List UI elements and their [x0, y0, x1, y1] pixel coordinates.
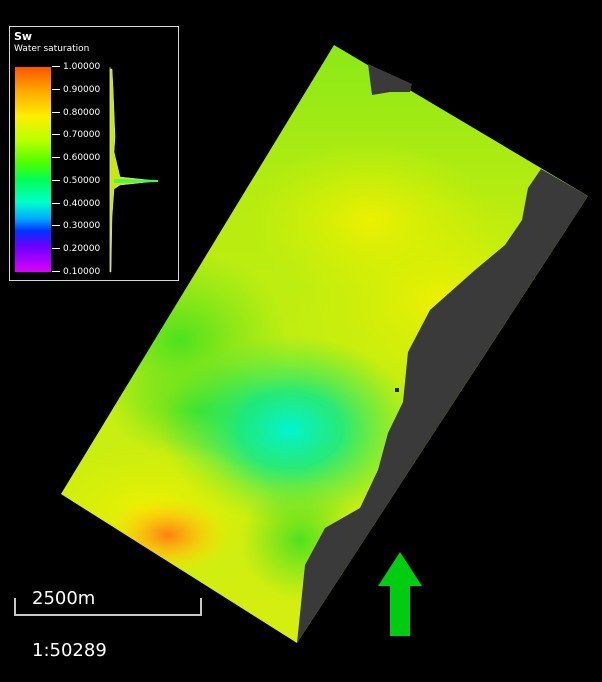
data-gap: [395, 388, 399, 392]
legend-tick: 0.60000: [52, 153, 100, 163]
legend-tick: 0.30000: [52, 221, 100, 231]
scale-bar-label: 2500m: [32, 588, 96, 609]
legend-tick: 1.00000: [52, 62, 100, 72]
north-arrow-icon: [378, 552, 422, 636]
scale-bar: [14, 598, 202, 616]
legend-histogram: [109, 67, 159, 273]
legend-subtitle: Water saturation: [14, 44, 90, 54]
legend-tick: 0.20000: [52, 244, 100, 254]
masked-area-north: [368, 64, 412, 95]
legend-title: Sw: [14, 30, 33, 43]
masked-area-east: [297, 169, 588, 643]
color-legend: Sw Water saturation 1.00000 0.90000 0.80…: [9, 26, 179, 281]
legend-tick: 0.80000: [52, 108, 100, 118]
legend-tick: 0.90000: [52, 85, 100, 95]
legend-tick: 0.10000: [52, 267, 100, 277]
map-scale-ratio: 1:50289: [32, 640, 107, 661]
legend-tick-labels: 1.00000 0.90000 0.80000 0.70000 0.60000 …: [52, 62, 112, 277]
colorbar: [15, 67, 51, 272]
legend-tick: 0.40000: [52, 199, 100, 209]
legend-tick: 0.50000: [52, 176, 100, 186]
legend-tick: 0.70000: [52, 130, 100, 140]
